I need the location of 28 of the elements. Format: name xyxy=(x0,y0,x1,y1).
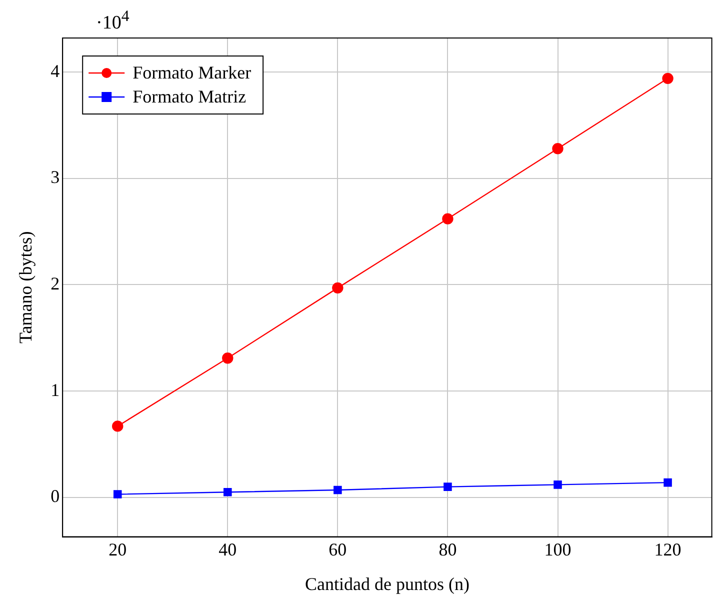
y-tick-label: 4 xyxy=(50,60,60,81)
point xyxy=(664,478,672,487)
point xyxy=(444,482,452,491)
point xyxy=(112,420,124,432)
y-tick-label: 0 xyxy=(50,486,60,506)
point xyxy=(554,480,562,489)
text: ·10$^{4}$ xyxy=(96,8,130,34)
x-axis-title: Cantidad de puntos (n) xyxy=(304,574,470,594)
x-tick-label: 100 xyxy=(544,539,572,560)
x-tick-label: 40 xyxy=(218,539,237,560)
y-tick-label: 3 xyxy=(50,167,60,188)
point xyxy=(113,490,122,498)
point xyxy=(334,486,342,494)
point xyxy=(662,72,674,84)
point xyxy=(224,488,232,496)
y-tick-label: 2 xyxy=(50,273,60,294)
x-tick-label: 20 xyxy=(108,539,127,560)
legend-label: Formato Marker xyxy=(132,62,252,83)
x-tick-label: 80 xyxy=(438,539,457,560)
point xyxy=(552,143,564,154)
y-tick-label: 1 xyxy=(50,380,60,400)
y-axis-title: Tamano (bytes) xyxy=(16,231,36,344)
point xyxy=(332,282,344,294)
x-tick-label: 120 xyxy=(654,539,682,560)
x-tick-label: 60 xyxy=(328,539,347,560)
legend-label: Formato Matriz xyxy=(132,86,246,107)
point xyxy=(222,352,234,364)
point xyxy=(442,213,454,224)
